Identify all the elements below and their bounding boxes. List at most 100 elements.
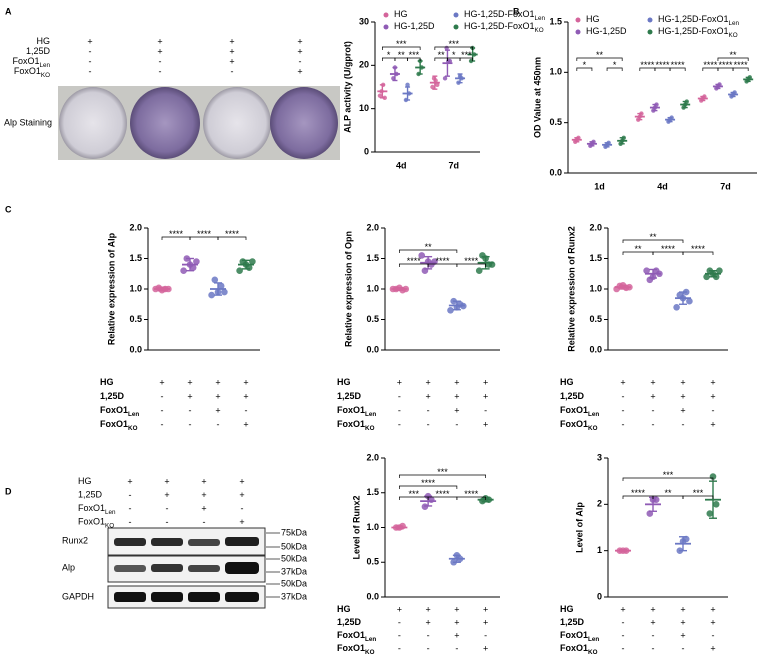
significance-label: *** [448, 39, 459, 49]
y-tick-label: 1.5 [589, 253, 602, 263]
treatment-label-main: FoxO1 [337, 419, 365, 429]
treatment-sign: + [297, 66, 302, 76]
legend-label: HG [586, 14, 600, 24]
treatment-sign: - [398, 405, 401, 415]
x-tick-label: 1d [594, 181, 605, 191]
y-axis-title: Relative expression of Opn [343, 231, 353, 347]
y-tick-label: 2.0 [589, 222, 602, 232]
treatment-sign: + [425, 391, 430, 401]
blot-box [107, 585, 266, 609]
treatment-sign: + [215, 377, 220, 387]
treatment-label: HG [560, 377, 574, 387]
y-tick-label: 1.0 [366, 283, 379, 293]
treatment-label-main: FoxO1 [100, 419, 128, 429]
data-point [180, 267, 187, 275]
treatment-sign: + [425, 604, 430, 614]
treatment-label-main: 1,25D [337, 391, 362, 401]
treatment-label-sub: Len [365, 411, 376, 418]
legend-label-main: HG-1,25D [394, 21, 435, 31]
y-tick-label: 2.0 [366, 222, 379, 232]
significance-bracket [456, 263, 486, 267]
band [151, 564, 183, 572]
treatment-sign: - [217, 419, 220, 429]
treatment-label-sub: Len [128, 411, 139, 418]
treatment-label-sub: KO [365, 425, 375, 432]
treatment-sign: - [622, 419, 625, 429]
legend-marker [575, 29, 581, 35]
treatment-sign: + [650, 604, 655, 614]
significance-label: **** [703, 60, 718, 70]
treatment-label: FoxO1Len [100, 405, 139, 418]
treatment-sign: - [166, 503, 169, 513]
band [225, 537, 259, 546]
significance-bracket [407, 57, 421, 61]
significance-label: ** [398, 50, 406, 60]
treatment-label-sub: Len [588, 636, 599, 643]
treatment-label-main: 1,25D [560, 617, 585, 627]
treatment-sign: - [159, 56, 162, 66]
western-blot [107, 527, 266, 609]
significance-label: ** [664, 488, 672, 498]
band [188, 565, 220, 572]
data-point [217, 282, 225, 290]
treatment-label-main: FoxO1 [78, 517, 105, 527]
significance-bracket [717, 57, 749, 61]
treatment-sign: + [229, 36, 234, 46]
band [114, 592, 146, 602]
significance-label: **** [631, 488, 646, 498]
significance-bracket [669, 67, 686, 71]
significance-bracket [399, 249, 458, 253]
treatment-label: 1,25D [337, 391, 362, 401]
legend-label-main: HG [394, 9, 408, 19]
data-point [686, 297, 693, 305]
treatment-sign: + [187, 391, 192, 401]
treatment-sign: + [650, 391, 655, 401]
treatment-sign: + [680, 617, 685, 627]
treatment-label: HG [78, 476, 92, 486]
treatment-label-main: HG [78, 476, 92, 486]
data-point [208, 291, 215, 299]
treatment-sign: - [189, 419, 192, 429]
data-point [189, 264, 197, 271]
treatment-sign: - [622, 643, 625, 653]
treatment-label: FoxO1KO [560, 419, 598, 432]
treatment-label-main: HG [560, 604, 574, 614]
treatment-label: FoxO1Len [337, 405, 376, 418]
panel-label: D [5, 486, 12, 496]
treatment-sign: - [398, 617, 401, 627]
significance-bracket [682, 251, 714, 255]
significance-label: *** [409, 50, 420, 60]
treatment-sign: + [397, 604, 402, 614]
treatment-sign: + [215, 391, 220, 401]
treatment-label-main: 1,25D [26, 46, 51, 56]
band [225, 592, 259, 602]
treatment-sign: + [425, 617, 430, 627]
legend-marker [383, 12, 389, 18]
treatment-label: HG [560, 604, 574, 614]
x-tick-label: 7d [720, 181, 731, 191]
treatment-label-main: 1,25D [560, 391, 585, 401]
significance-label: **** [421, 478, 436, 488]
treatment-sign: + [239, 490, 244, 500]
treatment-sign: + [620, 604, 625, 614]
y-tick-label: 0.5 [589, 314, 602, 324]
y-tick-label: 2.0 [129, 222, 142, 232]
treatment-label-sub: KO [365, 649, 375, 656]
treatment-sign: + [710, 643, 715, 653]
panel-label: B [513, 6, 520, 16]
well [130, 87, 200, 159]
treatment-label: HG [337, 604, 351, 614]
treatment-sign: + [164, 476, 169, 486]
treatment-sign: + [620, 377, 625, 387]
band [188, 539, 220, 546]
y-tick-label: 0 [364, 146, 369, 156]
legend-label: HG-1,25D-FoxO1Len [658, 14, 740, 27]
legend-marker [647, 17, 653, 23]
y-tick-label: 1.0 [589, 283, 602, 293]
treatment-label-sub: KO [105, 523, 114, 530]
treatment-sign: + [157, 36, 162, 46]
y-tick-label: 1.0 [129, 283, 142, 293]
treatment-label-main: FoxO1 [560, 643, 588, 653]
marker-label: 37kDa [281, 566, 307, 576]
